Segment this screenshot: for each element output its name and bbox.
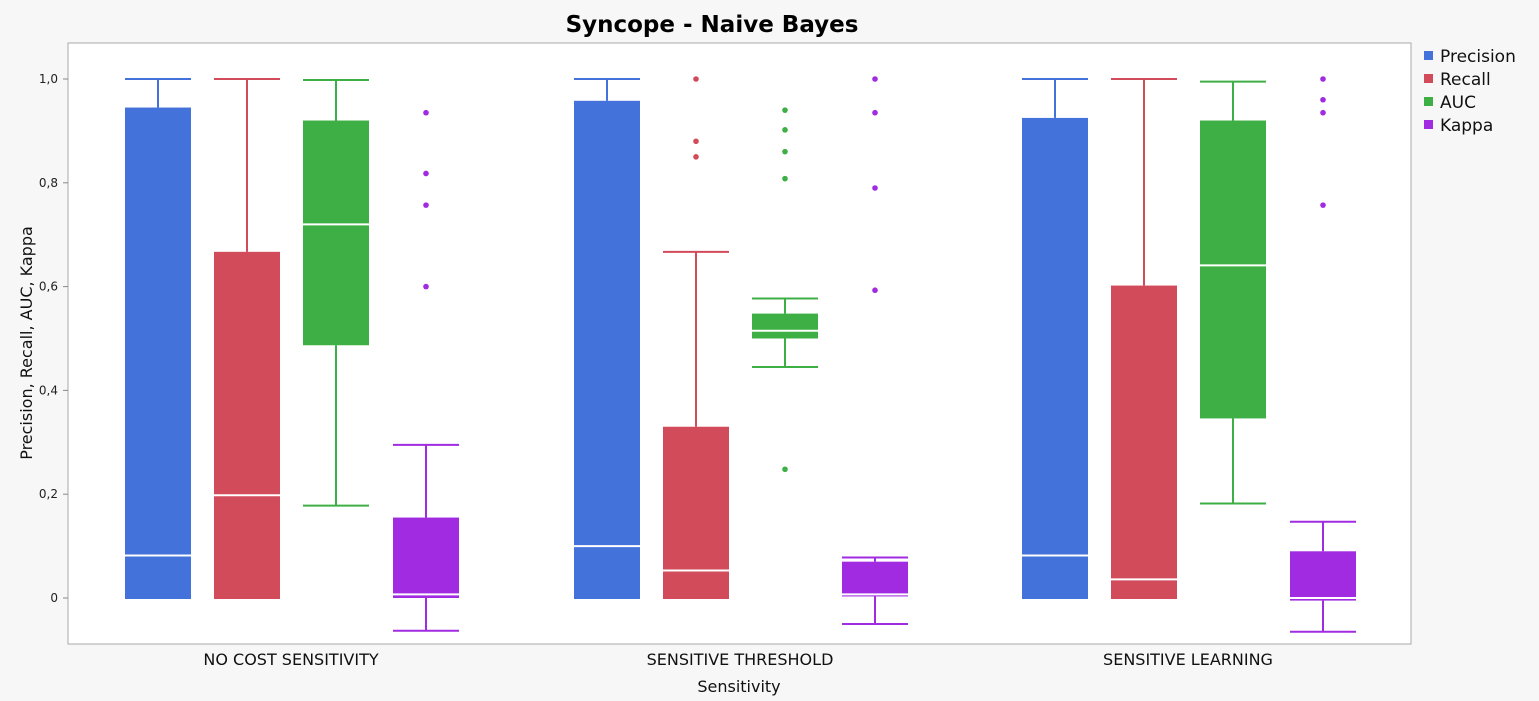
outlier-point bbox=[1320, 76, 1326, 82]
legend-label-recall: Recall bbox=[1440, 70, 1491, 90]
box bbox=[1200, 120, 1266, 419]
y-tick-label: 0,6 bbox=[39, 280, 58, 294]
box-kappa-0 bbox=[393, 109, 459, 632]
box bbox=[214, 251, 280, 598]
outlier-point bbox=[693, 138, 699, 145]
x-axis-label: Sensitivity bbox=[697, 677, 780, 696]
legend-label-kappa: Kappa bbox=[1440, 116, 1493, 136]
box-auc-1 bbox=[752, 107, 818, 473]
box-recall-0 bbox=[214, 78, 280, 599]
box bbox=[1290, 551, 1356, 601]
box bbox=[303, 120, 369, 346]
x-tick-label: SENSITIVE THRESHOLD bbox=[647, 650, 834, 669]
box-precision-0 bbox=[125, 78, 191, 599]
box-kappa-1 bbox=[842, 76, 908, 625]
x-axis: NO COST SENSITIVITY SENSITIVE THRESHOLD SE… bbox=[203, 650, 1273, 669]
outlier-point bbox=[693, 76, 699, 82]
outlier-point bbox=[1320, 96, 1326, 103]
outlier-point bbox=[423, 109, 429, 116]
outlier-point bbox=[782, 148, 788, 155]
legend-swatch-kappa bbox=[1424, 120, 1433, 129]
outlier-point bbox=[423, 283, 429, 290]
outlier-point bbox=[1320, 202, 1326, 208]
outlier-point bbox=[872, 76, 878, 82]
outlier-point bbox=[782, 127, 788, 133]
legend-swatch-recall bbox=[1424, 74, 1433, 83]
box bbox=[393, 517, 459, 598]
box bbox=[1111, 285, 1177, 598]
box bbox=[1022, 117, 1088, 599]
legend-swatch-precision bbox=[1424, 51, 1433, 60]
box-auc-2 bbox=[1200, 80, 1266, 505]
y-axis: 0 0,2 0,4 0,6 0,8 1,0 bbox=[39, 72, 68, 605]
box bbox=[752, 313, 818, 339]
box-precision-2 bbox=[1022, 78, 1088, 599]
outlier-point bbox=[782, 175, 788, 182]
y-tick-label: 0 bbox=[50, 591, 58, 605]
box-kappa-2 bbox=[1290, 76, 1356, 633]
box bbox=[842, 561, 908, 597]
outlier-point bbox=[872, 185, 878, 191]
box bbox=[125, 107, 191, 599]
outlier-point bbox=[1320, 109, 1326, 116]
legend-swatch-auc bbox=[1424, 97, 1433, 106]
outlier-point bbox=[872, 287, 878, 294]
box-plots bbox=[125, 76, 1356, 633]
plot-area bbox=[67, 42, 1412, 645]
y-tick-label: 0,8 bbox=[39, 176, 58, 190]
legend-label-precision: Precision bbox=[1440, 47, 1516, 67]
x-tick-label: NO COST SENSITIVITY bbox=[203, 650, 378, 669]
outlier-point bbox=[423, 202, 429, 208]
y-tick-label: 0,2 bbox=[39, 487, 58, 501]
outlier-point bbox=[782, 466, 788, 473]
outlier-point bbox=[782, 107, 788, 113]
x-tick-label: SENSITIVE LEARNING bbox=[1103, 650, 1273, 669]
box bbox=[574, 100, 640, 598]
outlier-point bbox=[872, 109, 878, 116]
y-tick-label: 0,4 bbox=[39, 383, 58, 397]
legend-label-auc: AUC bbox=[1440, 93, 1476, 113]
y-axis-label: Precision, Recall, AUC, Kappa bbox=[17, 226, 36, 460]
outlier-point bbox=[693, 154, 699, 160]
box bbox=[663, 426, 729, 598]
box-recall-2 bbox=[1111, 78, 1177, 599]
box-auc-0 bbox=[303, 79, 369, 507]
chart-title: Syncope - Naive Bayes bbox=[566, 12, 859, 38]
legend: Precision Recall AUC Kappa bbox=[1424, 47, 1516, 136]
box-precision-1 bbox=[574, 78, 640, 599]
outlier-point bbox=[423, 170, 429, 177]
y-tick-label: 1,0 bbox=[39, 72, 58, 86]
box-recall-1 bbox=[663, 76, 729, 599]
